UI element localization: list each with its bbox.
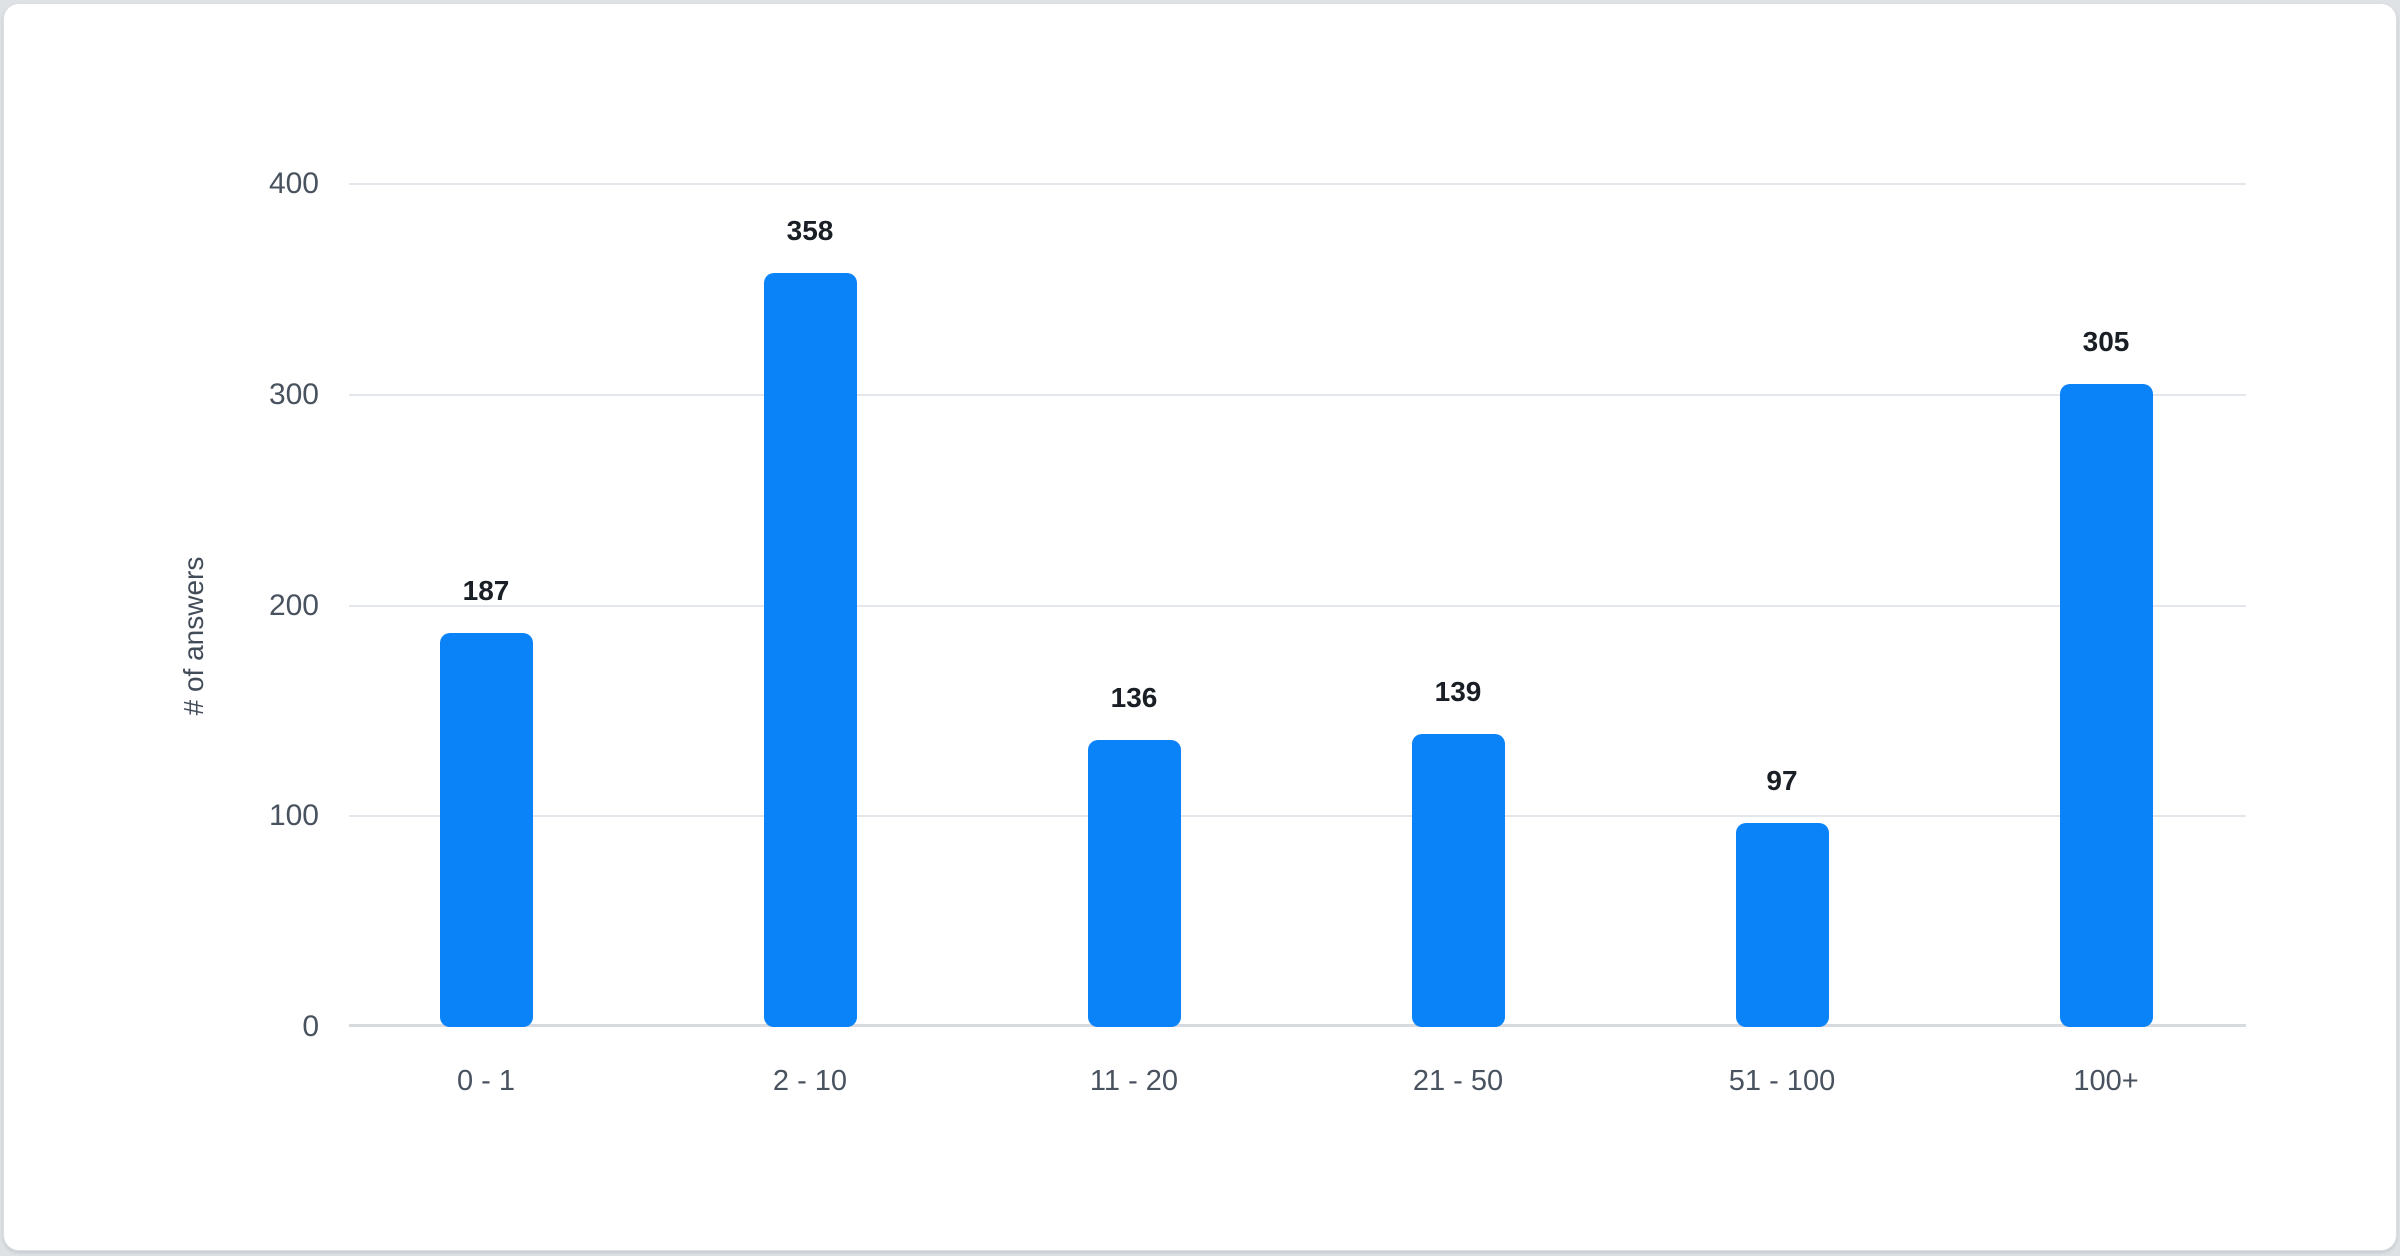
y-tick-label: 300 xyxy=(268,377,319,411)
y-tick-label: 100 xyxy=(268,799,319,833)
y-tick-label: 0 xyxy=(302,1010,319,1043)
y-tick-label: 400 xyxy=(268,167,319,200)
x-tick-label: 21 - 50 xyxy=(1412,1065,1504,1097)
bar-value-label: 305 xyxy=(2082,326,2130,358)
bar-value-label: 358 xyxy=(786,214,834,246)
x-tick-label: 51 - 100 xyxy=(1728,1065,1836,1097)
x-axis-baseline xyxy=(349,1024,2246,1027)
bar xyxy=(1735,822,1829,1027)
x-tick-label: 100+ xyxy=(2073,1065,2139,1097)
x-tick-label: 0 - 1 xyxy=(456,1065,516,1097)
y-axis-title: # of answers xyxy=(178,556,209,716)
gridline xyxy=(349,815,2246,818)
bar xyxy=(439,632,533,1027)
gridline xyxy=(349,393,2246,396)
bar xyxy=(2059,384,2153,1027)
bar-value-label: 187 xyxy=(462,574,510,606)
y-tick-label: 200 xyxy=(268,588,319,622)
bar-value-label: 136 xyxy=(1110,682,1158,714)
plot-area: 0 100 200 300 400 187 0 - 1 358 2 - 10 136 11 - 20… xyxy=(269,169,2246,1096)
gridline xyxy=(349,183,2246,185)
chart-card: # of answers 0 100 200 300 400 187 0 - 1 358 2 -… xyxy=(3,3,2397,1251)
x-tick-label: 2 - 10 xyxy=(772,1065,848,1097)
bar-value-label: 139 xyxy=(1434,676,1482,708)
bar-value-label: 97 xyxy=(1766,764,1798,796)
x-tick-label: 11 - 20 xyxy=(1089,1065,1179,1097)
gridline xyxy=(349,604,2246,607)
bar xyxy=(1411,734,1505,1027)
bar xyxy=(1087,740,1181,1027)
bar xyxy=(763,272,857,1027)
